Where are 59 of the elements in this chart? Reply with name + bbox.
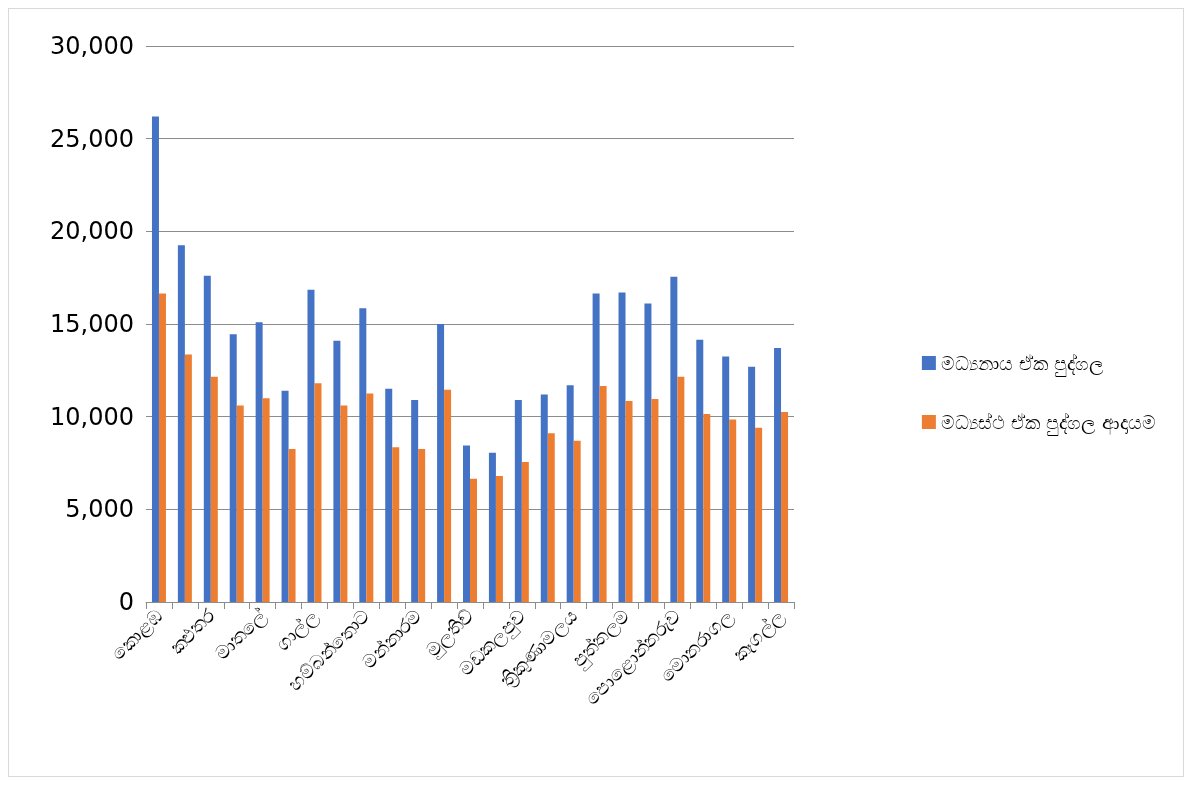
bar (618, 292, 626, 602)
bar (229, 334, 237, 602)
bar (495, 475, 503, 602)
bar (755, 427, 763, 602)
bar (437, 324, 445, 602)
bar (288, 449, 296, 602)
bar (774, 348, 782, 602)
bar (307, 289, 315, 602)
y-tick-label: 30,000 (50, 32, 134, 60)
bar (722, 356, 730, 602)
bar (703, 413, 711, 602)
bar (177, 245, 185, 602)
y-tick-label: 25,000 (50, 124, 134, 153)
bar (488, 452, 496, 602)
bar (158, 293, 166, 602)
bar (210, 376, 218, 602)
bar (411, 399, 419, 602)
bar (444, 389, 452, 602)
bar (418, 449, 426, 602)
bar (696, 339, 704, 602)
y-tick-label: 10,000 (50, 402, 134, 431)
bar (566, 385, 574, 602)
bar (236, 405, 244, 602)
bar (470, 478, 477, 602)
bar (314, 383, 322, 602)
bar (670, 276, 678, 602)
bar (644, 303, 652, 602)
bar (729, 419, 737, 602)
bar (385, 388, 393, 602)
bar (599, 386, 607, 602)
y-tick-label: 0 (118, 588, 134, 616)
bar (573, 440, 581, 602)
bar (333, 340, 341, 602)
bar (392, 447, 400, 602)
bar (625, 400, 633, 602)
legend-label: මධ්‍යනාය ඒක පුද්ගල (940, 352, 1104, 377)
bar (184, 354, 192, 602)
bar (255, 322, 263, 602)
y-tick-label: 5,000 (65, 495, 134, 524)
bar (677, 376, 685, 602)
bar (592, 293, 600, 602)
bar (359, 308, 367, 602)
bar (463, 445, 470, 602)
bar (547, 433, 555, 602)
bar (340, 405, 348, 602)
y-tick-label: 15,000 (50, 310, 134, 338)
bar (262, 398, 270, 602)
bar (281, 390, 289, 602)
legend-label: මධ්‍යස්ථ ඒක පුද්ගල ආදායම (940, 411, 1157, 436)
bar (151, 116, 159, 602)
bar (540, 394, 548, 602)
bar (748, 366, 756, 602)
bar (781, 412, 789, 602)
bar (651, 399, 659, 602)
bar (203, 275, 211, 602)
y-tick-label: 20,000 (50, 217, 134, 246)
bar (521, 462, 529, 602)
bar (514, 399, 522, 602)
bar (366, 393, 374, 602)
